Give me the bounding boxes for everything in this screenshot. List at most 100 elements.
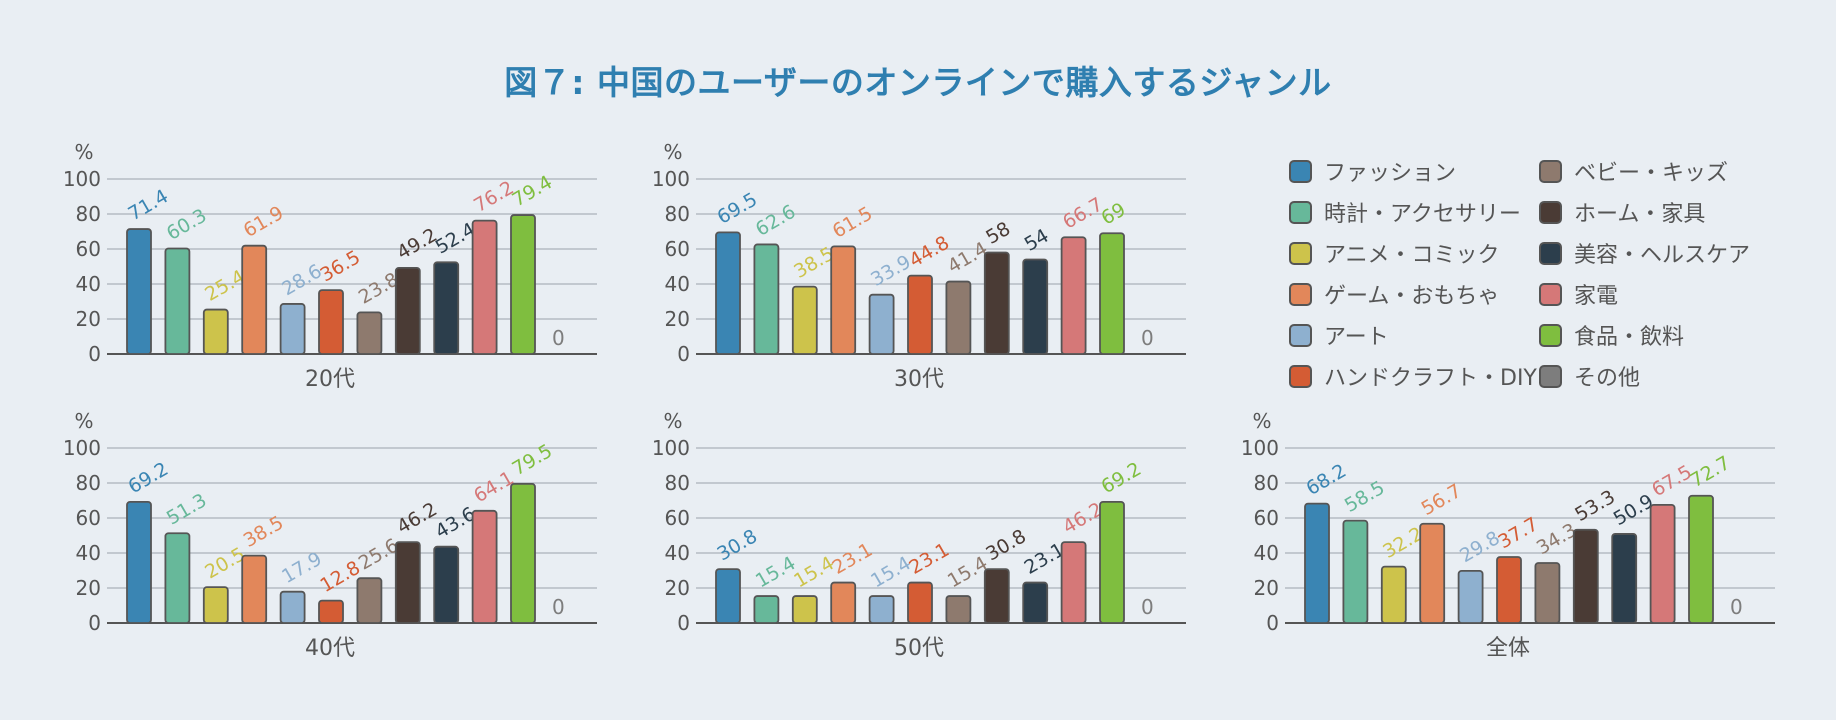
legend-label: 家電 — [1574, 284, 1619, 309]
y-tick-label: 80 — [665, 471, 690, 495]
bar — [241, 244, 268, 355]
data-label: 69.2 — [125, 458, 173, 498]
y-tick-label: 20 — [665, 307, 690, 331]
bar — [471, 219, 498, 355]
bar — [318, 289, 344, 355]
bar — [433, 545, 460, 624]
bar — [1688, 494, 1714, 624]
data-label: 79.5 — [509, 440, 557, 480]
bar — [1457, 569, 1484, 624]
bar — [830, 581, 857, 624]
y-tick-label: 80 — [1254, 471, 1279, 495]
y-unit-label: % — [74, 140, 93, 164]
bar — [1060, 541, 1087, 624]
bar — [356, 577, 383, 624]
bar — [164, 247, 191, 355]
chart-panel-2: 020406080100%69.562.638.561.533.944.841.… — [652, 140, 1186, 392]
chart-panel-3: 020406080100%69.251.320.538.517.912.825.… — [63, 409, 597, 661]
data-label: 0 — [1141, 595, 1154, 619]
bar — [202, 308, 229, 355]
bar — [1342, 519, 1369, 624]
chart-panel-5: 020406080100%68.258.532.256.729.837.734.… — [1241, 409, 1775, 661]
legend-swatch — [1289, 282, 1312, 306]
legend-item: ハンドクラフト・DIY — [1289, 361, 1537, 391]
y-tick-label: 100 — [652, 436, 690, 460]
y-tick-label: 100 — [1241, 436, 1279, 460]
legend-label: ゲーム・おもちゃ — [1324, 284, 1500, 309]
legend-item: ゲーム・おもちゃ — [1289, 279, 1499, 309]
y-tick-label: 40 — [665, 272, 690, 296]
bar — [164, 532, 191, 624]
data-label: 68.2 — [1303, 460, 1351, 500]
bar — [907, 581, 933, 624]
legend-label: ホーム・家具 — [1574, 202, 1706, 227]
y-tick-label: 0 — [1266, 611, 1279, 635]
figure-title: 図７: 中国のユーザーのオンラインで購入するジャンル — [504, 63, 1332, 102]
bar — [715, 231, 741, 355]
data-label: 71.4 — [125, 185, 173, 225]
legend-label: 美容・ヘルスケア — [1574, 243, 1751, 268]
data-label: 72.7 — [1687, 452, 1735, 492]
legend-item: ホーム・家具 — [1539, 197, 1705, 227]
legend-label: 食品・飲料 — [1574, 325, 1685, 350]
legend-item: アート — [1289, 320, 1389, 350]
y-tick-label: 0 — [88, 611, 101, 635]
bar — [1611, 533, 1638, 624]
legend-label: アート — [1324, 325, 1389, 350]
bar — [356, 311, 383, 355]
legend-label: 時計・アクセサリー — [1324, 202, 1521, 227]
data-label: 67.5 — [1648, 461, 1696, 501]
y-unit-label: % — [663, 140, 682, 164]
y-tick-label: 0 — [677, 611, 690, 635]
legend-swatch — [1289, 323, 1312, 347]
legend-item: 時計・アクセサリー — [1289, 197, 1521, 227]
bar — [1022, 581, 1049, 624]
data-label: 51.3 — [163, 489, 211, 529]
y-tick-label: 40 — [1254, 541, 1279, 565]
legend-swatch — [1539, 282, 1562, 306]
bar — [1060, 236, 1087, 355]
bar — [126, 228, 152, 355]
data-label: 37.7 — [1495, 513, 1543, 553]
y-tick-label: 20 — [665, 576, 690, 600]
bar — [471, 509, 498, 624]
bar — [1022, 258, 1049, 355]
y-tick-label: 20 — [76, 307, 101, 331]
data-label: 0 — [1141, 326, 1154, 350]
y-tick-label: 60 — [76, 506, 101, 530]
y-unit-label: % — [1252, 409, 1271, 433]
y-tick-label: 100 — [63, 167, 101, 191]
bar — [1496, 556, 1522, 624]
data-label: 0 — [1730, 595, 1743, 619]
bar — [791, 285, 818, 355]
legend-label: ファッション — [1324, 161, 1457, 186]
bar — [868, 595, 895, 624]
bar — [1099, 500, 1125, 624]
bar — [907, 274, 933, 355]
bar — [945, 595, 972, 624]
bar — [394, 541, 421, 624]
y-tick-label: 20 — [1254, 576, 1279, 600]
bar — [202, 586, 229, 624]
bar — [433, 261, 460, 355]
bar — [510, 482, 536, 624]
data-label: 46.2 — [393, 498, 441, 538]
legend-label: アニメ・コミック — [1324, 243, 1500, 268]
legend-swatch — [1289, 241, 1312, 265]
y-tick-label: 60 — [76, 237, 101, 261]
y-tick-label: 60 — [1254, 506, 1279, 530]
y-tick-label: 100 — [652, 167, 690, 191]
data-label: 30.8 — [714, 525, 762, 565]
bar — [279, 590, 306, 624]
bar — [1099, 232, 1125, 355]
bar — [126, 500, 152, 624]
chart-group-label: 30代 — [894, 367, 944, 392]
legend-swatch — [1539, 200, 1562, 224]
data-label: 79.4 — [509, 171, 557, 211]
y-unit-label: % — [74, 409, 93, 433]
y-tick-label: 80 — [76, 471, 101, 495]
legend-swatch — [1289, 364, 1312, 388]
chart-group-label: 50代 — [894, 636, 944, 661]
bar — [1572, 528, 1599, 624]
